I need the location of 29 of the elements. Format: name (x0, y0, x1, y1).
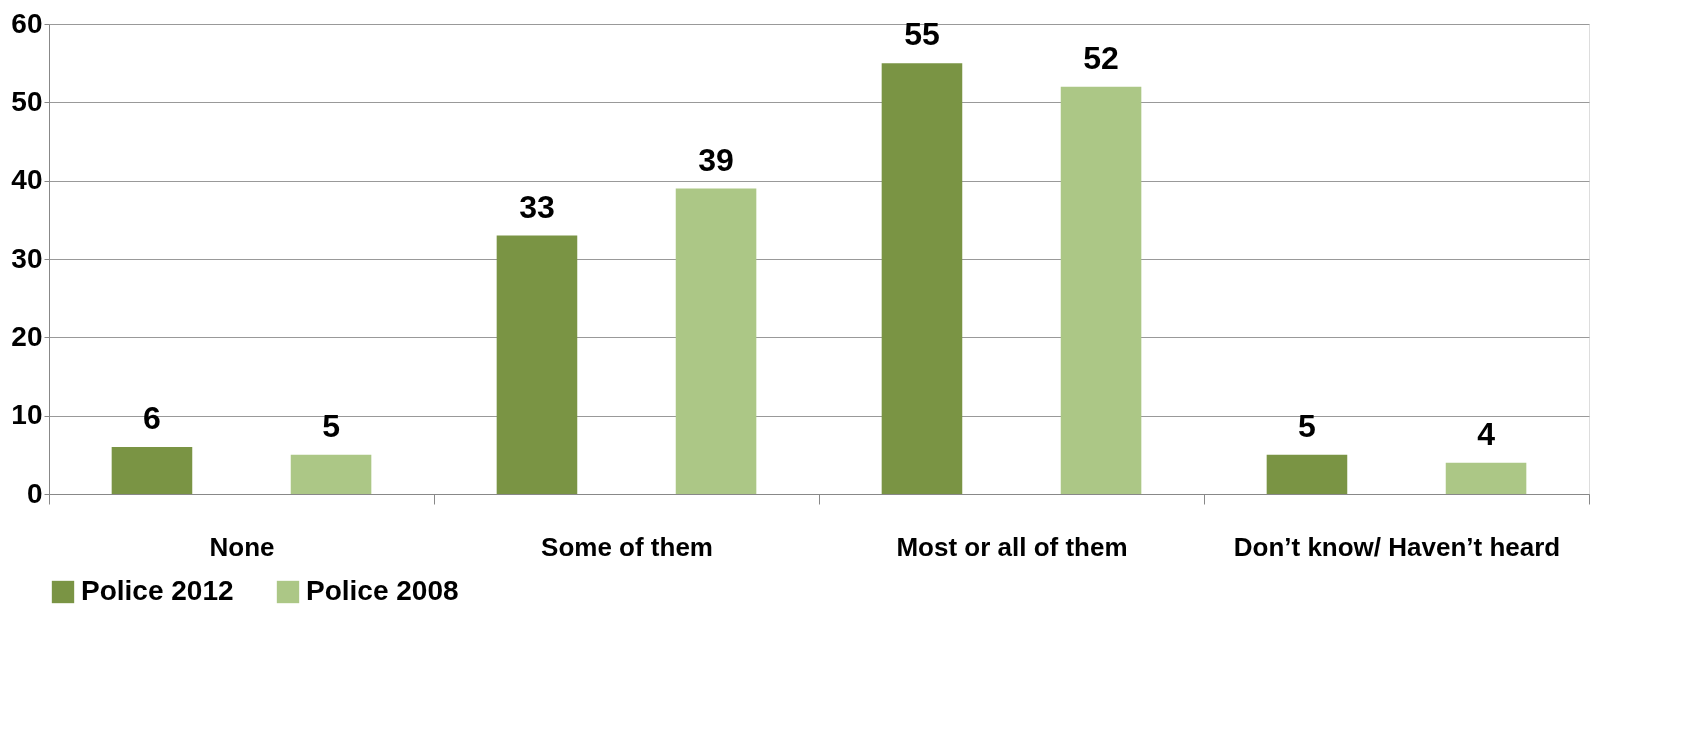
bar (496, 235, 578, 494)
y-tick-label: 10 (11, 399, 43, 431)
bar (1266, 454, 1348, 494)
y-tick-label: 0 (26, 477, 43, 509)
y-tick-label: 50 (11, 85, 43, 117)
data-label: 33 (519, 188, 555, 225)
data-label: 5 (322, 407, 340, 444)
x-tick-label: None (209, 531, 275, 562)
data-label: 39 (698, 141, 734, 178)
data-label: 6 (143, 400, 161, 436)
bar (1060, 86, 1142, 494)
bar (675, 188, 757, 494)
legend-label: Police 2012 (81, 575, 234, 606)
y-tick-label: 60 (11, 7, 43, 39)
y-tick-label: 40 (11, 164, 43, 196)
bar (881, 63, 963, 494)
x-tick-label: Some of them (541, 531, 713, 562)
legend-label: Police 2008 (306, 575, 459, 606)
x-tick-label: Don’t know/ Haven’t heard (1233, 531, 1561, 562)
data-label: 55 (904, 16, 940, 53)
bar (1445, 462, 1527, 494)
data-label: 4 (1477, 415, 1496, 452)
y-tick-label: 30 (11, 242, 43, 274)
data-label: 52 (1083, 39, 1119, 76)
y-tick-label: 20 (11, 320, 43, 352)
bar (111, 447, 193, 494)
bar (290, 454, 372, 494)
x-tick-label: Most or all of them (896, 531, 1128, 562)
data-label: 5 (1298, 407, 1316, 444)
